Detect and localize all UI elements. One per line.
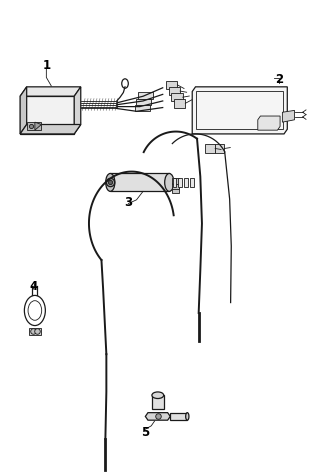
- Polygon shape: [35, 122, 42, 130]
- Polygon shape: [20, 96, 74, 134]
- Polygon shape: [205, 144, 215, 153]
- Text: 2: 2: [275, 73, 283, 86]
- Text: 4: 4: [29, 280, 38, 294]
- Ellipse shape: [152, 392, 164, 399]
- Polygon shape: [172, 183, 179, 189]
- Polygon shape: [29, 328, 41, 335]
- Polygon shape: [172, 178, 179, 184]
- Polygon shape: [258, 116, 280, 130]
- Polygon shape: [173, 178, 177, 187]
- Polygon shape: [166, 81, 178, 89]
- Polygon shape: [169, 87, 180, 95]
- Polygon shape: [27, 122, 42, 130]
- Polygon shape: [110, 173, 169, 191]
- Polygon shape: [136, 99, 151, 104]
- Polygon shape: [179, 178, 182, 187]
- Text: 1: 1: [42, 59, 50, 72]
- Ellipse shape: [165, 173, 174, 191]
- Polygon shape: [138, 93, 153, 99]
- Ellipse shape: [186, 413, 189, 420]
- Polygon shape: [170, 413, 187, 420]
- Polygon shape: [283, 110, 294, 122]
- Polygon shape: [20, 124, 81, 134]
- Ellipse shape: [106, 173, 115, 191]
- Polygon shape: [190, 178, 194, 187]
- Polygon shape: [192, 87, 287, 134]
- Text: 5: 5: [140, 427, 149, 439]
- Polygon shape: [152, 395, 164, 409]
- Polygon shape: [172, 188, 179, 193]
- Polygon shape: [184, 178, 188, 187]
- Polygon shape: [171, 93, 183, 102]
- Polygon shape: [174, 99, 185, 107]
- Polygon shape: [145, 413, 170, 420]
- Text: 3: 3: [124, 196, 132, 209]
- Polygon shape: [20, 87, 27, 134]
- Polygon shape: [135, 104, 150, 111]
- Polygon shape: [74, 87, 81, 134]
- Polygon shape: [20, 87, 81, 96]
- Polygon shape: [214, 144, 224, 153]
